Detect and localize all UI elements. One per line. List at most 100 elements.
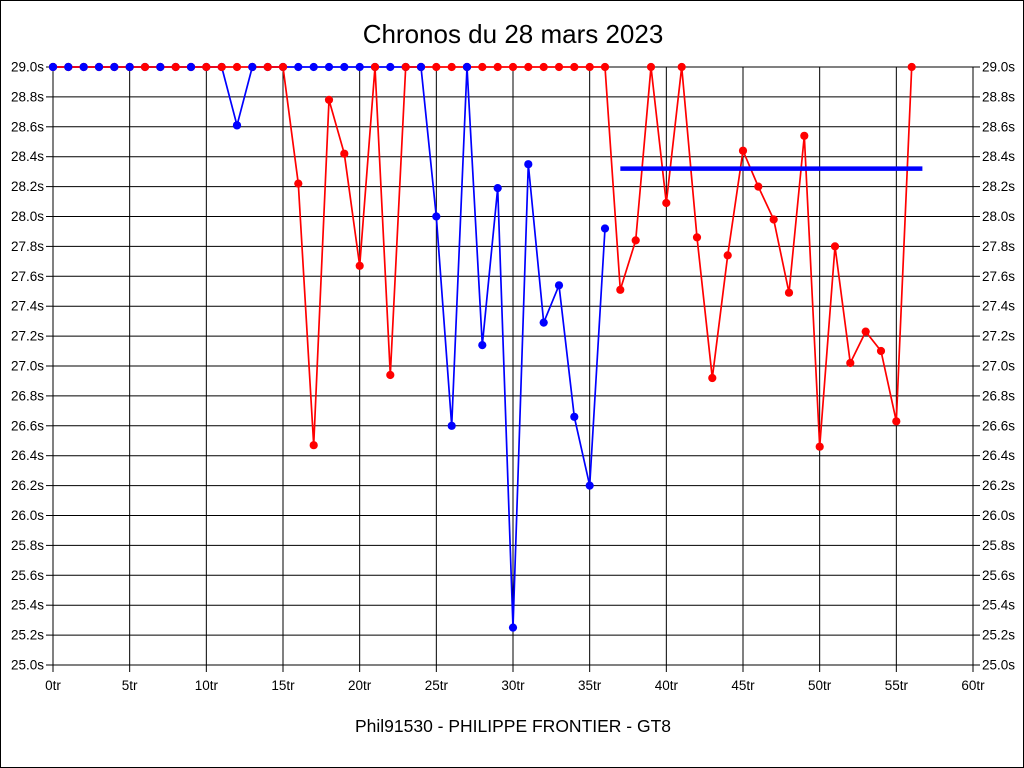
red-series-point — [340, 149, 349, 158]
blue-series-point — [156, 62, 165, 72]
y-tick-label-right: 29.0s — [982, 60, 1015, 75]
x-tick-label: 40tr — [655, 678, 679, 693]
blue-series-point — [94, 62, 104, 72]
red-series-point — [508, 62, 518, 72]
y-tick-label-right: 26.6s — [982, 418, 1015, 433]
red-series-point — [738, 146, 748, 155]
page-title: Chronos du 28 mars 2023 — [363, 19, 664, 49]
x-tick-label: 10tr — [195, 678, 219, 693]
red-series-point — [324, 95, 334, 104]
red-series-point — [631, 236, 640, 245]
y-tick-label-right: 27.0s — [982, 359, 1015, 374]
blue-series-point — [355, 62, 364, 72]
plot-area: 29.0s 29.0s 28.8s 28.8s 28.6s 28.6s 28.4s 28.4s… — [11, 60, 1015, 694]
blue-series-point — [462, 62, 472, 72]
y-tick-label-right: 28.4s — [982, 149, 1015, 164]
y-tick-label-right: 26.8s — [982, 388, 1015, 403]
x-tick-label: 35tr — [578, 678, 602, 693]
red-series-point — [202, 62, 211, 72]
y-tick-label-left: 25.4s — [11, 598, 44, 613]
blue-series-point — [416, 62, 426, 72]
blue-series-point — [570, 412, 579, 421]
y-tick-label-left: 27.4s — [11, 299, 44, 314]
blue-series-point — [324, 62, 334, 72]
red-series-point — [263, 62, 272, 72]
blue-series-point — [447, 421, 456, 430]
red-series-point — [876, 346, 886, 356]
red-series-point — [892, 417, 901, 426]
y-tick-label-left: 26.6s — [11, 418, 44, 433]
chart-footer: Phil91530 - PHILIPPE FRONTIER - GT8 — [355, 716, 671, 736]
y-tick-label-right: 26.0s — [982, 508, 1015, 523]
blue-series-point — [493, 184, 502, 193]
blue-series-point — [79, 62, 88, 72]
blue-series-point — [386, 62, 395, 72]
red-series-point — [432, 62, 441, 72]
red-series-point — [677, 62, 686, 72]
x-tick-label: 25tr — [425, 678, 449, 693]
y-tick-label-left: 26.8s — [11, 388, 44, 403]
y-tick-label-left: 27.2s — [11, 329, 44, 344]
y-tick-label-right: 27.2s — [982, 329, 1015, 344]
x-tick-label: 55tr — [885, 678, 909, 693]
red-series-point — [830, 242, 840, 251]
y-tick-label-left: 27.0s — [11, 359, 44, 374]
y-tick-label-left: 28.8s — [11, 89, 44, 104]
red-series-point — [861, 327, 870, 336]
red-series-point — [232, 62, 242, 72]
blue-series-point — [48, 62, 58, 72]
y-tick-label-right: 28.0s — [982, 209, 1015, 224]
y-tick-label-left: 28.4s — [11, 149, 44, 164]
red-series-point — [355, 261, 364, 270]
red-series-point — [554, 62, 564, 72]
red-series-point — [692, 233, 702, 242]
blue-series-line — [53, 66, 606, 628]
red-series-point — [370, 62, 380, 72]
y-tick-label-left: 28.6s — [11, 119, 44, 134]
y-tick-label-right: 26.2s — [982, 478, 1015, 493]
blue-series-point — [508, 623, 518, 632]
red-series-point — [754, 182, 763, 191]
y-tick-label-left: 27.6s — [11, 269, 44, 284]
red-series-point — [478, 62, 487, 72]
red-series-point — [616, 285, 625, 294]
red-series-point — [800, 131, 809, 140]
blue-series-point — [232, 121, 242, 130]
x-tick-label: 30tr — [501, 678, 525, 693]
red-series-point — [447, 62, 456, 72]
y-tick-label-right: 25.8s — [982, 538, 1015, 553]
red-series-point — [815, 442, 824, 451]
red-series-point — [708, 373, 717, 383]
y-tick-label-right: 28.2s — [982, 179, 1015, 194]
red-series-point — [539, 62, 548, 72]
y-tick-label-right: 27.6s — [982, 269, 1015, 284]
red-series-point — [662, 198, 671, 208]
red-series-point — [524, 62, 533, 72]
blue-series-point — [554, 281, 564, 290]
blue-series-point — [600, 224, 610, 233]
blue-series-point — [64, 62, 73, 72]
y-tick-label-right: 28.8s — [982, 89, 1015, 104]
y-tick-label-left: 25.8s — [11, 538, 44, 553]
red-series-point — [907, 62, 916, 72]
blue-series-point — [309, 62, 318, 72]
y-tick-label-left: 25.6s — [11, 568, 44, 583]
blue-series-point — [125, 62, 134, 72]
y-tick-label-right: 25.6s — [982, 568, 1015, 583]
red-series-point — [278, 62, 288, 72]
blue-series-point — [248, 62, 257, 72]
x-tick-label: 20tr — [348, 678, 372, 693]
blue-series-point — [524, 160, 533, 169]
red-series-point — [309, 441, 318, 450]
x-tick-label: 0tr — [45, 678, 61, 693]
y-tick-label-left: 26.0s — [11, 508, 44, 523]
red-series-point — [585, 62, 594, 72]
blue-series-point — [539, 318, 548, 327]
blue-series-point — [294, 62, 303, 72]
y-tick-label-left: 25.2s — [11, 628, 44, 643]
x-tick-label: 5tr — [122, 678, 138, 693]
blue-series-point — [340, 62, 349, 72]
blue-series-point — [110, 62, 119, 72]
